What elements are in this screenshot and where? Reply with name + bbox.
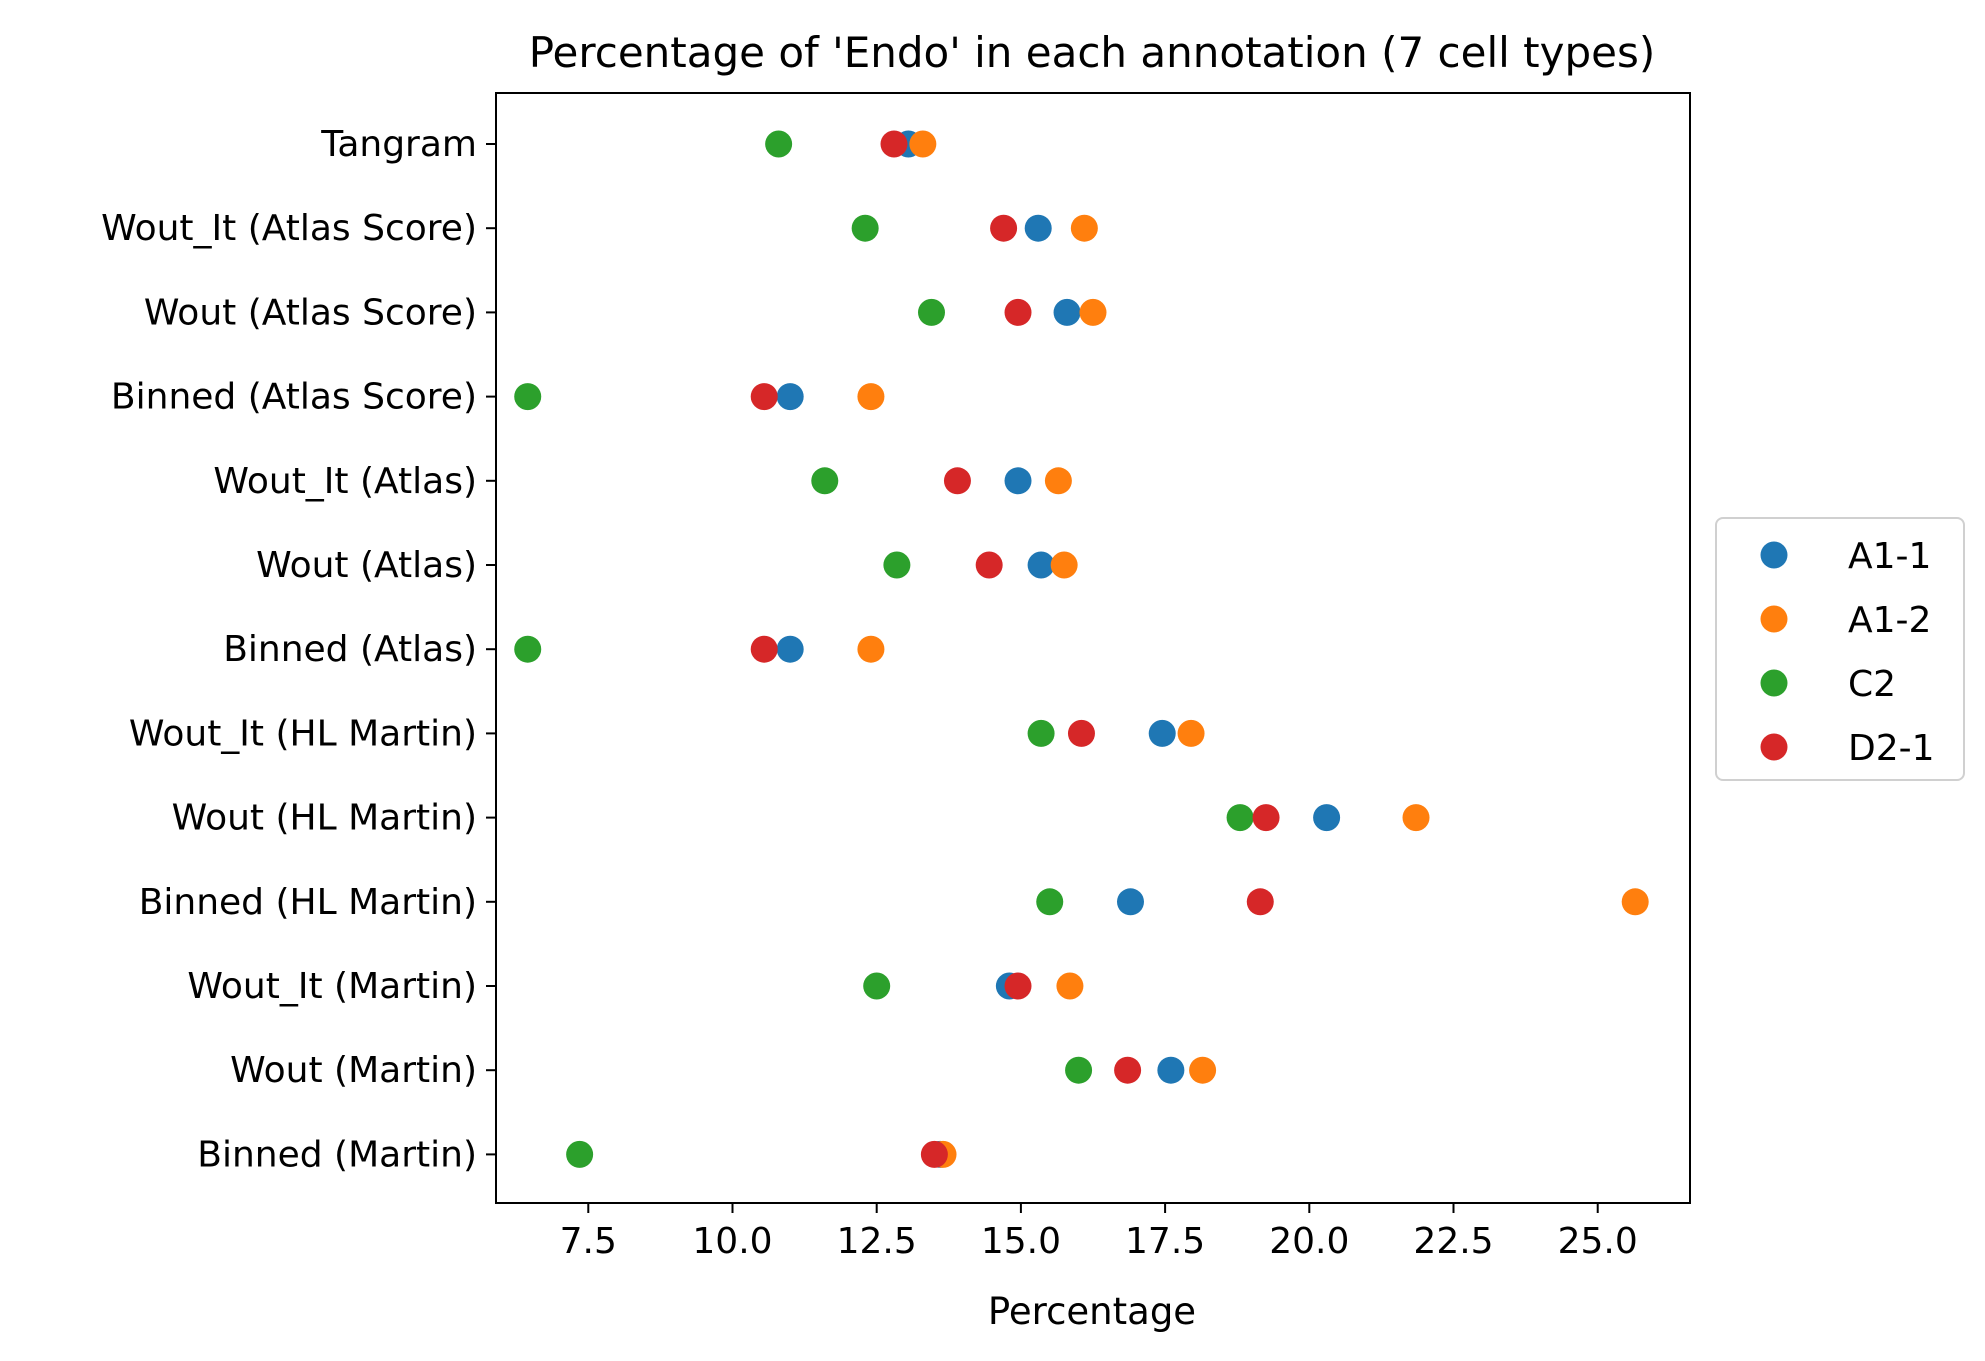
x-tick-label: 17.5 <box>1125 1221 1205 1262</box>
data-point <box>857 383 885 411</box>
data-point <box>1024 214 1052 242</box>
chart-title: Percentage of 'Endo' in each annotation … <box>529 28 1656 77</box>
data-point <box>943 467 971 495</box>
data-point <box>811 467 839 495</box>
legend-marker <box>1760 733 1788 761</box>
data-point <box>1313 804 1341 832</box>
y-tick-label: Wout (Martin) <box>230 1050 477 1091</box>
data-point <box>1116 888 1144 916</box>
y-tick-label: Wout (Atlas) <box>256 545 477 586</box>
data-point <box>1114 1056 1142 1084</box>
data-point <box>1004 298 1032 326</box>
data-point <box>1621 888 1649 916</box>
legend-box <box>1715 517 1965 781</box>
data-point <box>566 1140 594 1168</box>
legend-marker <box>1760 605 1788 633</box>
data-point <box>1177 719 1205 747</box>
data-point <box>1004 467 1032 495</box>
legend-label: A1-2 <box>1848 600 1931 641</box>
data-point <box>750 383 778 411</box>
legend-label: D2-1 <box>1848 728 1935 769</box>
data-point <box>1036 888 1064 916</box>
data-point <box>776 383 804 411</box>
legend-marker <box>1760 541 1788 569</box>
x-tick-label: 10.0 <box>692 1221 772 1262</box>
plot-area: Tangram Wout_It (Atlas Score) Wout (Atlas … <box>101 92 1691 1262</box>
y-tick-label: Binned (Atlas) <box>223 629 477 670</box>
legend: A1-1 A1-2 C2 D2-1 <box>1715 517 1965 781</box>
data-point <box>514 635 542 663</box>
data-point <box>1189 1056 1217 1084</box>
legend-label: A1-1 <box>1848 536 1931 577</box>
data-point <box>1056 972 1084 1000</box>
y-tick-label: Wout_It (Atlas Score) <box>101 208 477 249</box>
data-point <box>1067 719 1095 747</box>
data-point <box>857 635 885 663</box>
data-point <box>1402 804 1430 832</box>
data-point <box>1044 467 1072 495</box>
data-point <box>883 551 911 579</box>
data-point <box>1226 804 1254 832</box>
data-point <box>1148 719 1176 747</box>
data-point <box>863 972 891 1000</box>
data-point <box>1004 972 1032 1000</box>
data-point <box>1027 719 1055 747</box>
y-tick-label: Tangram <box>320 124 477 165</box>
x-tick-label: 7.5 <box>560 1221 617 1262</box>
data-point <box>750 635 778 663</box>
data-point <box>776 635 804 663</box>
data-point <box>851 214 879 242</box>
data-point <box>1079 298 1107 326</box>
y-tick-label: Wout_It (Martin) <box>187 966 477 1007</box>
legend-marker <box>1760 669 1788 697</box>
data-point <box>1053 298 1081 326</box>
data-point <box>1246 888 1274 916</box>
data-point <box>1065 1056 1093 1084</box>
x-axis-label: Percentage <box>988 1290 1196 1333</box>
data-point <box>975 551 1003 579</box>
x-tick-label: 15.0 <box>981 1221 1061 1262</box>
y-tick-label: Wout (HL Martin) <box>172 798 477 839</box>
data-point <box>990 214 1018 242</box>
legend-label: C2 <box>1848 664 1896 705</box>
x-tick-label: 22.5 <box>1413 1221 1493 1262</box>
series-A1-2 <box>857 130 1649 1168</box>
data-point <box>514 383 542 411</box>
data-point <box>1070 214 1098 242</box>
x-tick-label: 12.5 <box>837 1221 917 1262</box>
axes-frame <box>495 92 1691 1204</box>
x-tick-label: 20.0 <box>1269 1221 1349 1262</box>
data-point <box>909 130 937 158</box>
y-tick-label: Binned (Atlas Score) <box>111 377 477 418</box>
y-tick-label: Binned (Martin) <box>197 1134 477 1175</box>
y-tick-label: Binned (HL Martin) <box>139 882 477 923</box>
series-C2 <box>514 130 1254 1168</box>
y-tick-label: Wout (Atlas Score) <box>144 292 477 333</box>
data-point <box>1157 1056 1185 1084</box>
series-D2-1 <box>750 130 1280 1168</box>
data-point <box>1252 804 1280 832</box>
data-point <box>880 130 908 158</box>
y-tick-label: Wout_It (HL Martin) <box>129 713 477 754</box>
data-point <box>1027 551 1055 579</box>
x-tick-label: 25.0 <box>1558 1221 1638 1262</box>
data-point <box>920 1140 948 1168</box>
data-point <box>765 130 793 158</box>
y-tick-label: Wout_It (Atlas) <box>213 461 477 502</box>
data-point <box>1050 551 1078 579</box>
data-point <box>917 298 945 326</box>
